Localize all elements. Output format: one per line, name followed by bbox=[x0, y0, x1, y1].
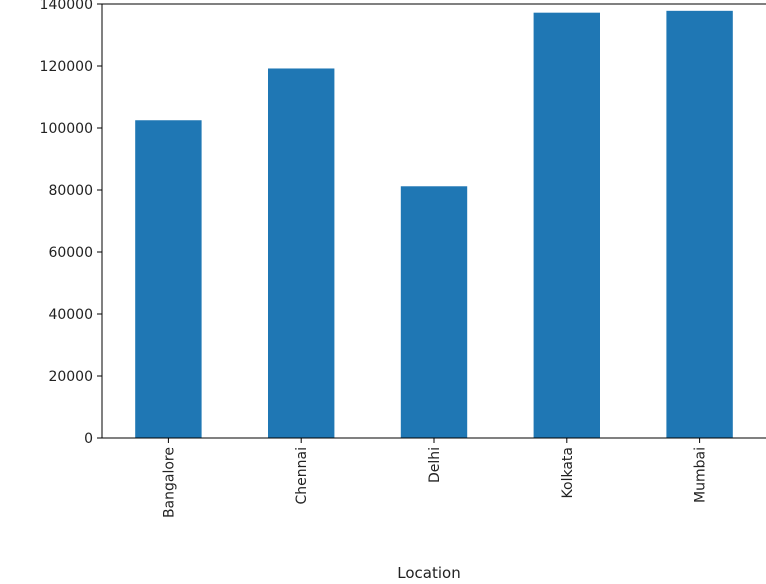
bar-mumbai bbox=[666, 10, 733, 438]
bar-kolkata bbox=[533, 12, 600, 439]
y-tick-label: 80000 bbox=[48, 183, 93, 199]
y-tick-label: 20000 bbox=[48, 369, 93, 385]
y-axis: 0 20000 40000 60000 80000 100000 120000 140000 bbox=[40, 0, 102, 447]
y-tick-label: 140000 bbox=[40, 0, 93, 13]
y-tick-label: 40000 bbox=[48, 307, 93, 323]
x-tick-label: Bangalore bbox=[161, 447, 177, 518]
bar-delhi bbox=[400, 186, 468, 438]
y-tick-label: 100000 bbox=[40, 121, 93, 137]
axes-frame bbox=[101, 3, 766, 439]
y-tick-label: 120000 bbox=[40, 59, 93, 75]
x-tick-label: Mumbai bbox=[693, 447, 709, 503]
bar-bangalore bbox=[135, 120, 202, 438]
y-tick-label: 0 bbox=[84, 431, 93, 447]
x-tick-label: Delhi bbox=[427, 447, 443, 483]
bars-layer bbox=[135, 10, 733, 439]
x-tick-label: Kolkata bbox=[560, 447, 576, 498]
x-axis: Bangalore Chennai Delhi Kolkata Mumbai bbox=[161, 438, 709, 518]
x-axis-label: Location bbox=[397, 564, 460, 582]
x-tick-label: Chennai bbox=[294, 447, 310, 504]
y-tick-label: 60000 bbox=[48, 245, 93, 261]
bar-chennai bbox=[268, 68, 335, 438]
